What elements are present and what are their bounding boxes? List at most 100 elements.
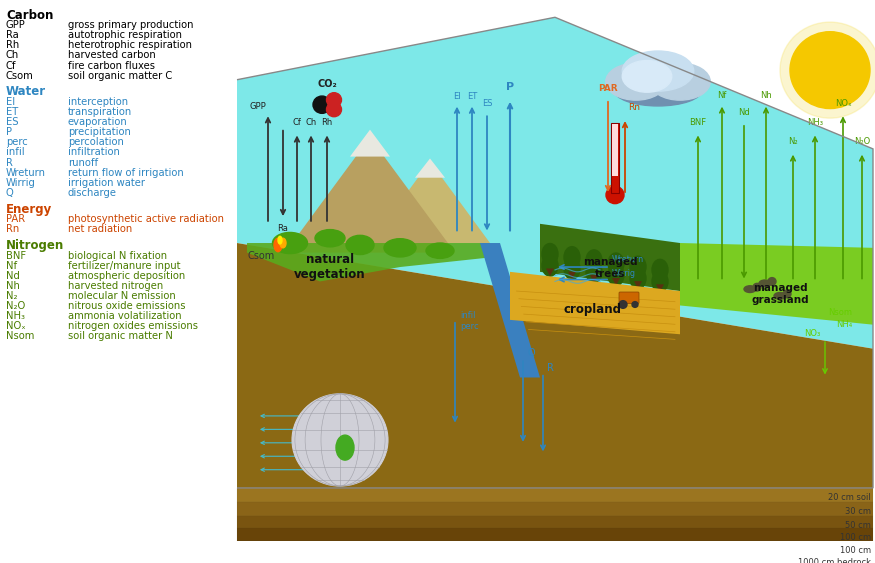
Text: CO₂: CO₂ — [317, 79, 337, 90]
Text: Rn: Rn — [628, 104, 640, 113]
Text: R: R — [6, 158, 13, 168]
Text: NOₓ: NOₓ — [835, 99, 851, 108]
Polygon shape — [237, 516, 873, 528]
Polygon shape — [680, 243, 873, 325]
Circle shape — [606, 186, 624, 204]
Text: ET: ET — [467, 92, 477, 101]
Text: Ra: Ra — [277, 225, 289, 234]
Text: gross primary production: gross primary production — [68, 20, 193, 30]
Text: Cf: Cf — [6, 60, 17, 70]
Text: return flow of irrigation: return flow of irrigation — [68, 168, 184, 177]
Text: Csom: Csom — [247, 251, 274, 261]
Ellipse shape — [774, 293, 786, 299]
Ellipse shape — [744, 286, 756, 293]
Ellipse shape — [759, 280, 771, 287]
Text: ET: ET — [6, 107, 18, 117]
Polygon shape — [237, 502, 873, 516]
Text: Wirrig: Wirrig — [612, 269, 636, 278]
Polygon shape — [612, 266, 620, 274]
Ellipse shape — [426, 243, 454, 258]
Polygon shape — [612, 278, 620, 285]
Polygon shape — [611, 123, 619, 193]
Ellipse shape — [586, 250, 602, 271]
Text: infil: infil — [6, 148, 24, 158]
Polygon shape — [634, 281, 642, 289]
Text: NH₄: NH₄ — [836, 320, 852, 329]
Text: ES: ES — [482, 99, 493, 108]
Ellipse shape — [652, 271, 668, 292]
Text: net radiation: net radiation — [68, 224, 132, 234]
Text: 50 cm: 50 cm — [845, 521, 871, 530]
Polygon shape — [568, 271, 576, 279]
Text: Water: Water — [6, 86, 46, 99]
Text: discharge: discharge — [68, 188, 117, 198]
Text: Cf: Cf — [292, 118, 301, 127]
FancyBboxPatch shape — [619, 292, 639, 303]
Text: BNF: BNF — [690, 118, 707, 127]
Text: fertilizer/manure input: fertilizer/manure input — [68, 261, 180, 271]
Polygon shape — [568, 260, 576, 268]
Text: Nh: Nh — [760, 91, 772, 100]
Text: precipitation: precipitation — [68, 127, 131, 137]
Polygon shape — [350, 129, 390, 157]
Text: PAR: PAR — [6, 214, 25, 224]
Ellipse shape — [608, 253, 624, 274]
Ellipse shape — [274, 238, 282, 252]
Text: 1000 cm bedrock: 1000 cm bedrock — [798, 558, 871, 563]
Text: Carbon: Carbon — [6, 8, 53, 21]
Text: ammonia volatilization: ammonia volatilization — [68, 311, 182, 321]
Text: NH₃: NH₃ — [6, 311, 25, 321]
Ellipse shape — [606, 63, 666, 100]
Circle shape — [619, 301, 627, 309]
Ellipse shape — [650, 63, 710, 100]
Ellipse shape — [542, 255, 558, 276]
Text: Nf: Nf — [6, 261, 18, 271]
Polygon shape — [237, 243, 873, 488]
Text: GPP: GPP — [6, 20, 25, 30]
Polygon shape — [480, 243, 540, 378]
Text: irrigation water: irrigation water — [68, 178, 145, 187]
Text: NO₃: NO₃ — [804, 329, 820, 338]
Polygon shape — [546, 257, 554, 265]
Ellipse shape — [336, 435, 354, 460]
Polygon shape — [510, 272, 680, 334]
Text: Ch: Ch — [305, 118, 317, 127]
Polygon shape — [590, 275, 598, 283]
Text: perc: perc — [460, 323, 479, 332]
Polygon shape — [237, 528, 873, 541]
Circle shape — [780, 22, 875, 118]
Text: Q: Q — [527, 348, 535, 359]
Text: 30 cm: 30 cm — [845, 507, 871, 516]
Circle shape — [292, 394, 388, 486]
Text: Nd: Nd — [738, 108, 750, 117]
Text: Rh: Rh — [321, 118, 332, 127]
Text: Ra: Ra — [6, 30, 18, 41]
Text: natural
vegetation: natural vegetation — [294, 253, 366, 280]
Text: Rn: Rn — [6, 224, 19, 234]
Circle shape — [768, 278, 776, 285]
Ellipse shape — [652, 260, 668, 280]
Ellipse shape — [384, 239, 416, 257]
Text: managed
trees: managed trees — [583, 257, 637, 279]
Ellipse shape — [630, 256, 646, 278]
Polygon shape — [540, 224, 680, 291]
Polygon shape — [247, 243, 490, 282]
Text: Nsom: Nsom — [828, 308, 852, 317]
Polygon shape — [634, 270, 642, 278]
Text: perc: perc — [6, 137, 28, 148]
Text: biological N fixation: biological N fixation — [68, 251, 167, 261]
Text: Nitrogen: Nitrogen — [6, 239, 64, 252]
Ellipse shape — [564, 247, 580, 268]
Text: R: R — [547, 363, 554, 373]
Text: 100 cm: 100 cm — [840, 533, 871, 542]
Ellipse shape — [586, 261, 602, 283]
Text: Energy: Energy — [6, 203, 52, 216]
Text: runoff: runoff — [68, 158, 98, 168]
Text: infiltration: infiltration — [68, 148, 120, 158]
Text: 20 cm soil: 20 cm soil — [829, 493, 871, 502]
Text: evaporation: evaporation — [68, 117, 128, 127]
Text: Nd: Nd — [6, 271, 20, 281]
Circle shape — [632, 302, 638, 307]
Text: Nsom: Nsom — [6, 332, 34, 341]
Text: harvested carbon: harvested carbon — [68, 51, 156, 60]
